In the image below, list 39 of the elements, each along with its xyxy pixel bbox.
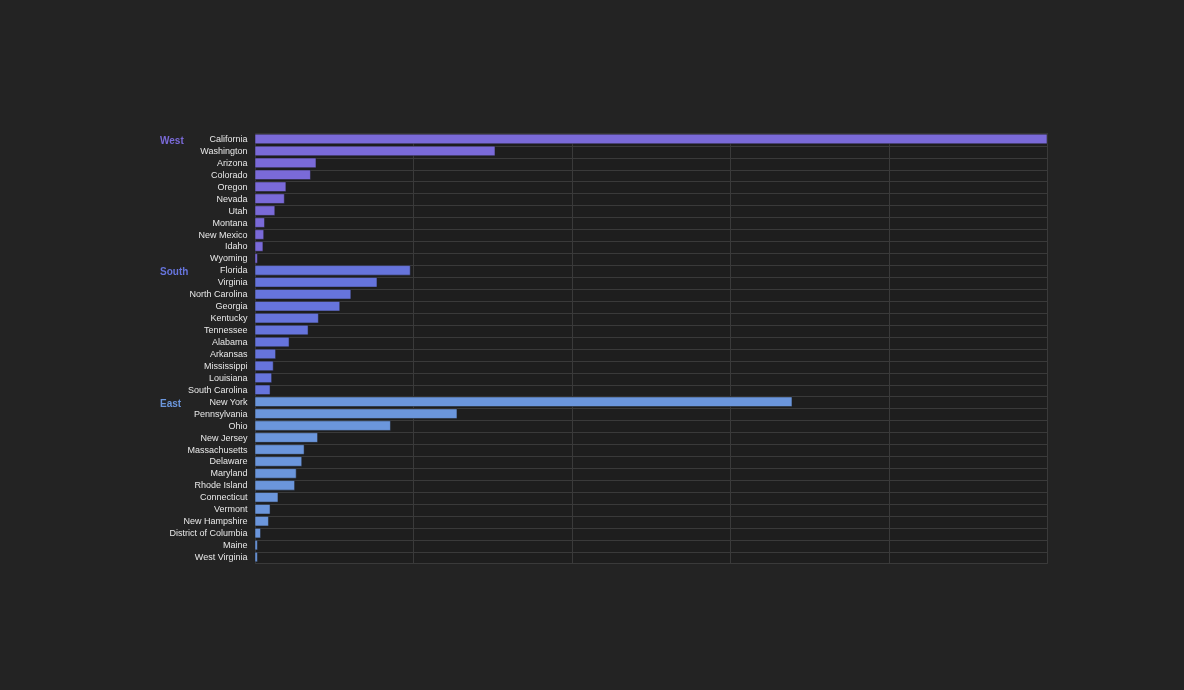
y-tick-label: West Virginia (194, 552, 248, 563)
y-tick-label: Ohio (228, 420, 248, 431)
y-tick-label: Montana (212, 217, 248, 228)
text: West (160, 134, 185, 146)
y-tick-label: Nevada (216, 193, 248, 204)
y-tick-label: Arizona (216, 157, 248, 168)
y-tick-label: New Hampshire (183, 516, 248, 527)
y-tick-label: North Carolina (189, 289, 248, 300)
y-tick-label: New Jersey (200, 432, 248, 443)
y-tick-label: Oregon (217, 181, 248, 192)
y-tick-label: Delaware (209, 456, 248, 467)
y-tick-label: Louisiana (208, 372, 248, 383)
y-tick-label: Arkansas (209, 348, 248, 359)
y-tick-label: California (209, 133, 248, 144)
y-tick-label: Washington (200, 145, 248, 156)
y-tick-label: Colorado (210, 169, 248, 180)
y-tick-label: Florida (219, 265, 248, 276)
y-tick-label: Idaho (224, 241, 248, 252)
y-tick-label: Utah (228, 205, 248, 216)
y-tick-label: Virginia (217, 277, 248, 288)
y-tick-label: Mississippi (203, 360, 248, 371)
y-tick-label: New Mexico (198, 229, 248, 240)
y-tick-label: Pennsylvania (193, 408, 248, 419)
y-tick-label: District of Columbia (169, 528, 248, 539)
text: East (160, 397, 182, 409)
y-tick-label: South Carolina (187, 384, 248, 395)
y-tick-label: Alabama (211, 337, 248, 348)
y-tick-label: Tennessee (203, 325, 248, 336)
y-tick-label: New York (209, 396, 248, 407)
y-tick-label: Wyoming (210, 253, 248, 264)
y-tick-label: Rhode Island (194, 480, 248, 491)
y-tick-label: Maine (222, 540, 248, 551)
y-tick-label: Maryland (210, 468, 248, 479)
y-tick-label: Kentucky (210, 313, 248, 324)
text: South (160, 266, 189, 278)
y-tick-label: Vermont (213, 504, 248, 515)
y-tick-label: Connecticut (199, 492, 248, 503)
y-tick-label: Massachusetts (187, 444, 248, 455)
y-tick-label: Georgia (215, 301, 248, 312)
